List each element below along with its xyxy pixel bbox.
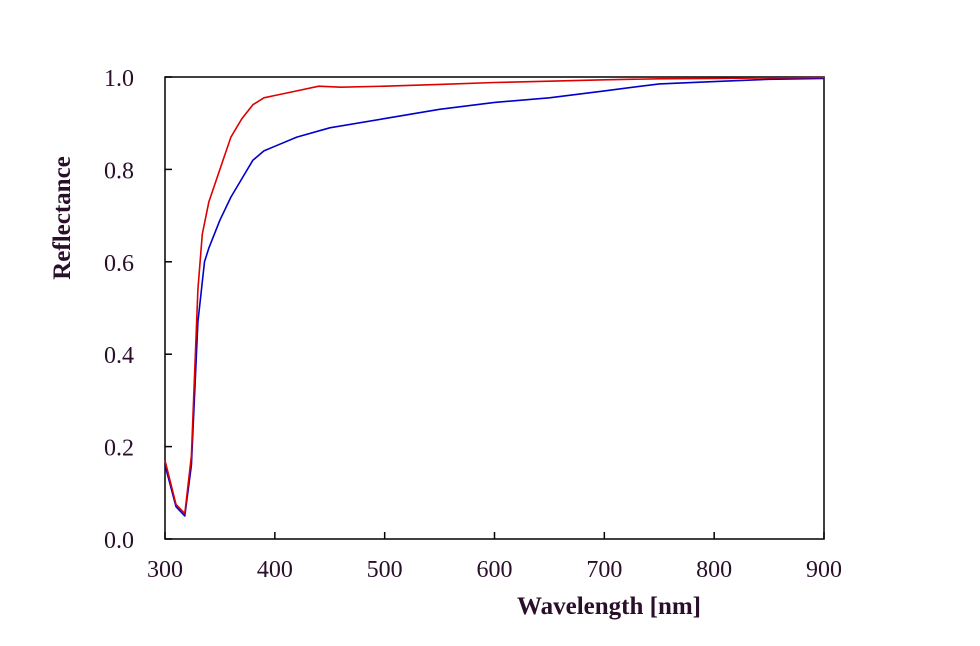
x-axis-title: Wavelength [nm]	[517, 593, 701, 620]
series-lines	[164, 76, 825, 517]
x-tick-label: 500	[367, 557, 403, 583]
x-axis-ticks: 300 400 500 600 700 800 900	[147, 532, 842, 583]
y-tick-label: 0.0	[104, 528, 134, 554]
y-tick-label: 0.2	[104, 436, 134, 462]
y-tick-label: 1.0	[104, 66, 134, 92]
series-line-1	[164, 77, 825, 517]
x-tick-label: 300	[147, 557, 183, 583]
x-tick-label: 800	[696, 557, 732, 583]
y-tick-label: 0.6	[104, 251, 134, 277]
y-tick-label: 0.8	[104, 158, 134, 184]
series-line-2	[164, 76, 825, 515]
plot-area-frame	[164, 76, 825, 540]
x-tick-label: 700	[586, 557, 622, 583]
x-tick-label: 400	[257, 557, 293, 583]
y-tick-label: 0.4	[104, 343, 134, 369]
y-axis-ticks: 0.0 0.2 0.4 0.6 0.8 1.0	[104, 66, 172, 554]
x-tick-label: 600	[477, 557, 513, 583]
x-tick-label: 900	[806, 557, 842, 583]
y-axis-title: Reflectance	[49, 156, 76, 280]
